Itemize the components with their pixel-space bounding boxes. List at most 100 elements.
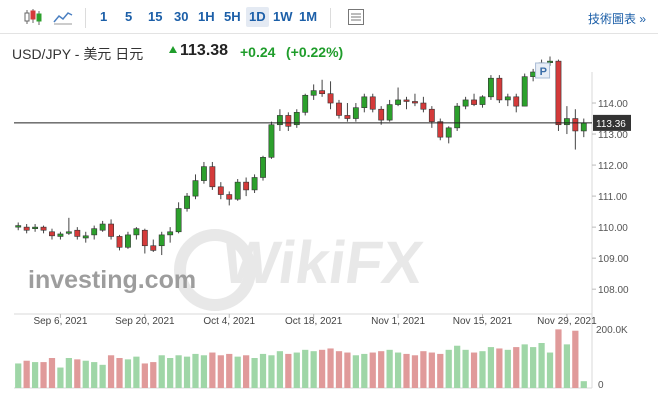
volume-bar (378, 351, 385, 388)
volume-bar (226, 353, 233, 388)
y-tick-label: 110.00 (598, 223, 628, 234)
candle-body (428, 108, 435, 122)
candle-body (369, 96, 376, 110)
volume-bars (15, 329, 587, 388)
volume-bar (192, 353, 199, 388)
candle-body (82, 235, 89, 239)
volume-bar (141, 363, 148, 388)
volume-bar (445, 349, 452, 388)
volume-bar (496, 348, 503, 388)
candle-body (462, 99, 469, 107)
volume-bar (183, 356, 191, 388)
timeframe-1d[interactable]: 1D (246, 7, 269, 27)
toolbar-divider (85, 8, 86, 28)
candle-body (99, 223, 106, 231)
volume-bar (572, 330, 579, 388)
timeframe-1w[interactable]: 1W (273, 9, 293, 24)
volume-bar (369, 352, 376, 388)
volume-bar (91, 362, 98, 388)
volume-bar (538, 343, 545, 388)
volume-bar (234, 356, 241, 388)
last-price: 113.38 (180, 42, 229, 59)
candle-body (344, 115, 351, 119)
y-tick-label: 108.00 (598, 285, 629, 296)
timeframe-15[interactable]: 15 (148, 9, 163, 24)
candle-body (49, 231, 55, 237)
volume-bar (580, 381, 587, 388)
volume-bar (487, 347, 495, 388)
candle-body (479, 96, 486, 105)
timeframe-1m[interactable]: 1M (299, 9, 318, 24)
candle-body (57, 233, 64, 237)
volume-bar (23, 360, 30, 388)
investing-watermark: investing.com (28, 266, 196, 294)
candle-body (403, 99, 410, 102)
candle-body (133, 228, 140, 236)
candle-body (243, 181, 250, 191)
candle-body (488, 77, 494, 98)
timeframe-5h[interactable]: 5H (224, 9, 241, 24)
candle-body (65, 231, 72, 234)
candle-body (158, 234, 165, 247)
volume-bar (361, 353, 368, 388)
x-tick-label: Oct 4, 2021 (203, 316, 255, 327)
candle-body (293, 112, 300, 126)
candle-body (285, 115, 292, 127)
event-marker-box (535, 62, 551, 79)
volume-bar (327, 348, 334, 388)
candle-body (260, 157, 266, 178)
volume-bar (133, 356, 140, 388)
candle-body (412, 101, 418, 104)
current-price-badge (593, 114, 631, 131)
y-tick-label: 112.00 (598, 161, 628, 172)
candle-body (352, 107, 359, 119)
candle-body (74, 229, 81, 237)
candle-body (580, 122, 587, 132)
volume-bar (530, 347, 537, 388)
volume-bar (462, 349, 469, 388)
y-tick-label: 111.00 (598, 192, 628, 203)
timeframe-30[interactable]: 30 (174, 9, 189, 24)
toolbar-divider (330, 8, 331, 28)
timeframe-1h[interactable]: 1H (198, 9, 215, 24)
volume-bar (504, 349, 511, 388)
candle-body (32, 226, 39, 229)
volume-bar (124, 359, 132, 388)
x-tick-label: Sep 20, 2021 (115, 316, 175, 327)
current-price-label: 113.36 (596, 119, 626, 130)
timeframe-5[interactable]: 5 (125, 9, 133, 24)
price-change-percent: (+0.22%) (286, 44, 344, 60)
advanced-chart-link[interactable]: 技術圖表 » (587, 12, 646, 26)
volume-bar (209, 352, 216, 388)
candle-body (420, 102, 427, 110)
candle-body (378, 108, 385, 121)
candle-body (116, 236, 123, 248)
candle-body (175, 208, 182, 233)
volume-bar (251, 358, 258, 388)
candle-body (201, 166, 207, 181)
candle-body (23, 226, 30, 231)
indicator-panel-icon[interactable] (347, 8, 365, 26)
volume-bar (302, 349, 309, 388)
y-tick-label: 114.00 (598, 99, 628, 110)
line-chart-icon[interactable] (52, 8, 74, 26)
volume-bar (403, 353, 410, 388)
volume-bar (259, 353, 267, 388)
volume-bar (394, 352, 402, 388)
candlestick-chart-icon[interactable] (22, 8, 44, 26)
volume-bar (217, 355, 224, 388)
candle-body (445, 127, 452, 138)
volume-bar (200, 355, 208, 388)
volume-bar (386, 349, 393, 388)
candle-body (471, 99, 477, 105)
x-tick-label: Nov 1, 2021 (371, 316, 425, 327)
volume-bar (293, 352, 300, 388)
volume-bar (344, 352, 351, 388)
timeframe-1[interactable]: 1 (100, 9, 108, 24)
volume-bar (15, 363, 22, 388)
candle-body (302, 94, 309, 113)
axes: 108.00 109.00 110.00 111.00 112.00 113.00 114.… (14, 62, 631, 391)
candle-body (40, 226, 47, 231)
candle-body (310, 90, 317, 96)
